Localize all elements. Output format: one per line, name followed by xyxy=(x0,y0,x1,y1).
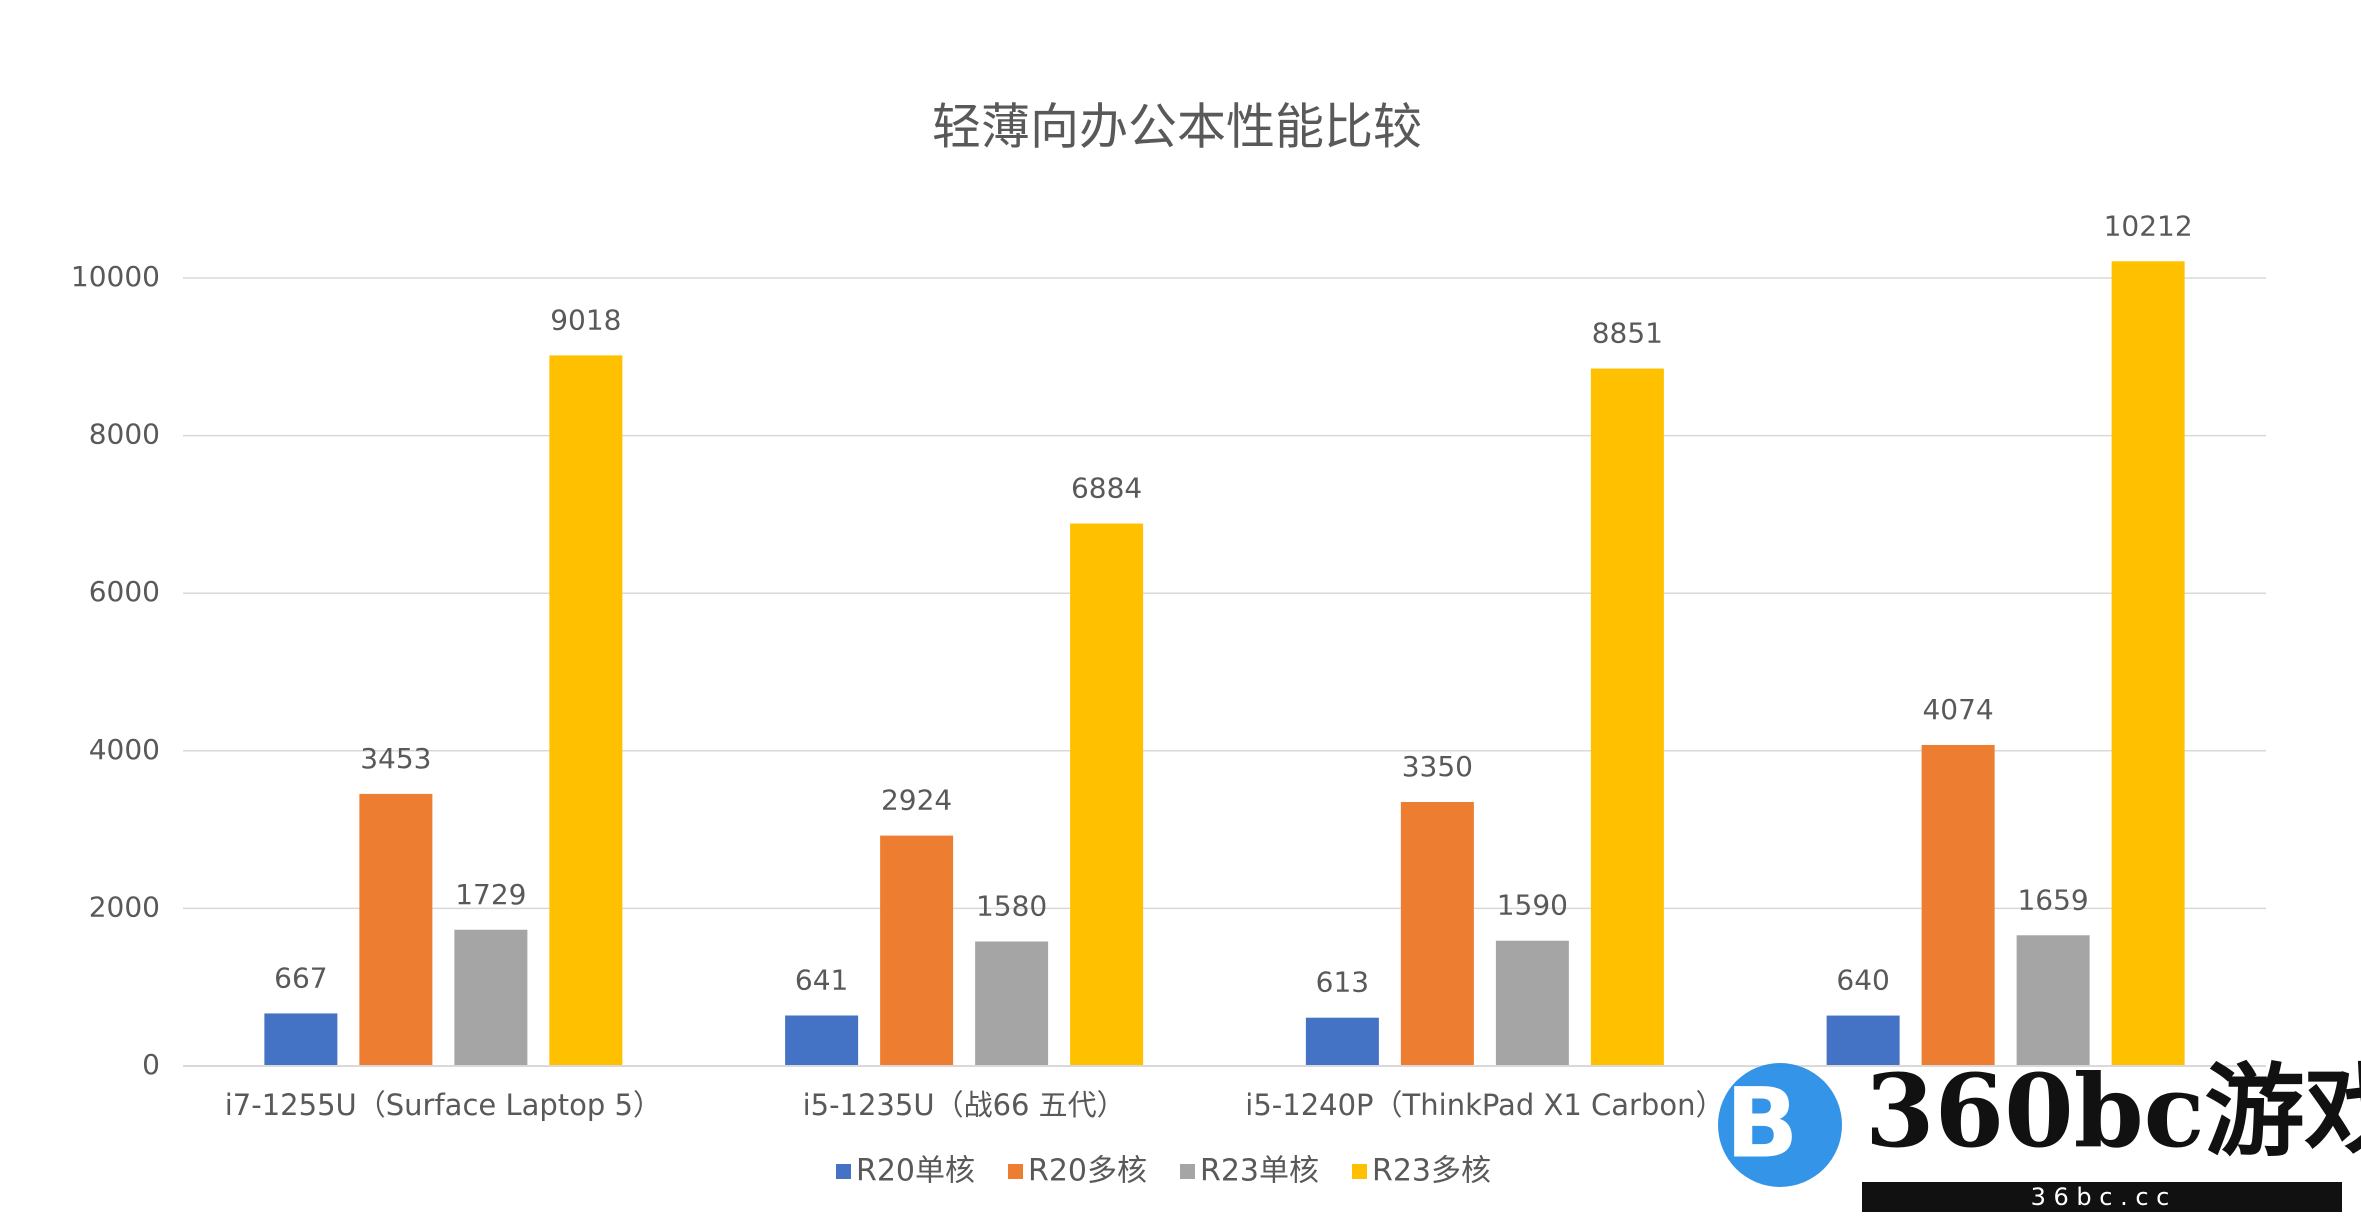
bar xyxy=(1495,940,1569,1066)
watermark: B 360bc游戏 3 6 b c . c c xyxy=(1718,1052,2361,1212)
watermark-text: 360bc游戏 xyxy=(1865,1052,2361,1170)
data-label: 3350 xyxy=(1402,750,1473,783)
x-tick-label: i7-1255U（Surface Laptop 5） xyxy=(225,1088,662,1122)
legend-label: R23多核 xyxy=(1372,1154,1491,1189)
bar xyxy=(1305,1017,1379,1066)
bar xyxy=(264,1013,338,1066)
x-tick-label: i5-1240P（ThinkPad X1 Carbon） xyxy=(1245,1088,1724,1122)
watermark-logo-letter: B xyxy=(1725,1067,1798,1179)
data-label: 641 xyxy=(795,963,848,996)
bar xyxy=(359,793,433,1066)
bar xyxy=(2016,935,2090,1066)
data-label: 640 xyxy=(1836,964,1889,997)
data-label: 1590 xyxy=(1497,889,1568,922)
x-tick-label: i5-1235U（战66 五代） xyxy=(803,1088,1126,1122)
bar xyxy=(1826,1015,1900,1066)
data-label: 9018 xyxy=(550,303,621,336)
legend-label: R23单核 xyxy=(1200,1154,1319,1189)
data-label: 1729 xyxy=(455,878,526,911)
y-tick-label: 0 xyxy=(142,1048,160,1081)
bar xyxy=(1921,744,1995,1066)
watermark-subtext: 3 6 b c . c c xyxy=(2031,1183,2170,1211)
bar xyxy=(454,929,528,1066)
bar xyxy=(1400,802,1474,1066)
chart-title: 轻薄向办公本性能比较 xyxy=(932,99,1422,156)
legend-swatch xyxy=(1352,1164,1367,1179)
data-label: 6884 xyxy=(1071,472,1142,505)
watermark-logo xyxy=(1718,1063,1842,1187)
bar xyxy=(1070,523,1144,1066)
y-tick-label: 10000 xyxy=(71,260,160,293)
y-tick-label: 6000 xyxy=(89,575,160,608)
bar xyxy=(549,355,623,1066)
legend-swatch xyxy=(836,1164,851,1179)
y-tick-label: 2000 xyxy=(89,890,160,923)
data-label: 8851 xyxy=(1592,317,1663,350)
data-label: 3453 xyxy=(360,742,431,775)
bar xyxy=(2111,261,2185,1066)
legend-swatch xyxy=(1180,1164,1195,1179)
legend-label: R20单核 xyxy=(856,1154,975,1189)
bar xyxy=(880,835,954,1066)
data-label: 4074 xyxy=(1922,693,1993,726)
data-label: 1580 xyxy=(976,889,1047,922)
bar xyxy=(785,1015,859,1066)
watermark-bar xyxy=(1862,1182,2342,1212)
data-label: 667 xyxy=(274,961,327,994)
y-tick-label: 8000 xyxy=(89,418,160,451)
data-label: 1659 xyxy=(2017,883,2088,916)
y-tick-label: 4000 xyxy=(89,733,160,766)
legend-label: R20多核 xyxy=(1028,1154,1147,1189)
bar xyxy=(975,941,1049,1066)
legend-swatch xyxy=(1008,1164,1023,1179)
bar xyxy=(1590,368,1664,1066)
data-label: 613 xyxy=(1316,966,1369,999)
data-label: 10212 xyxy=(2104,209,2193,242)
data-label: 2924 xyxy=(881,784,952,817)
